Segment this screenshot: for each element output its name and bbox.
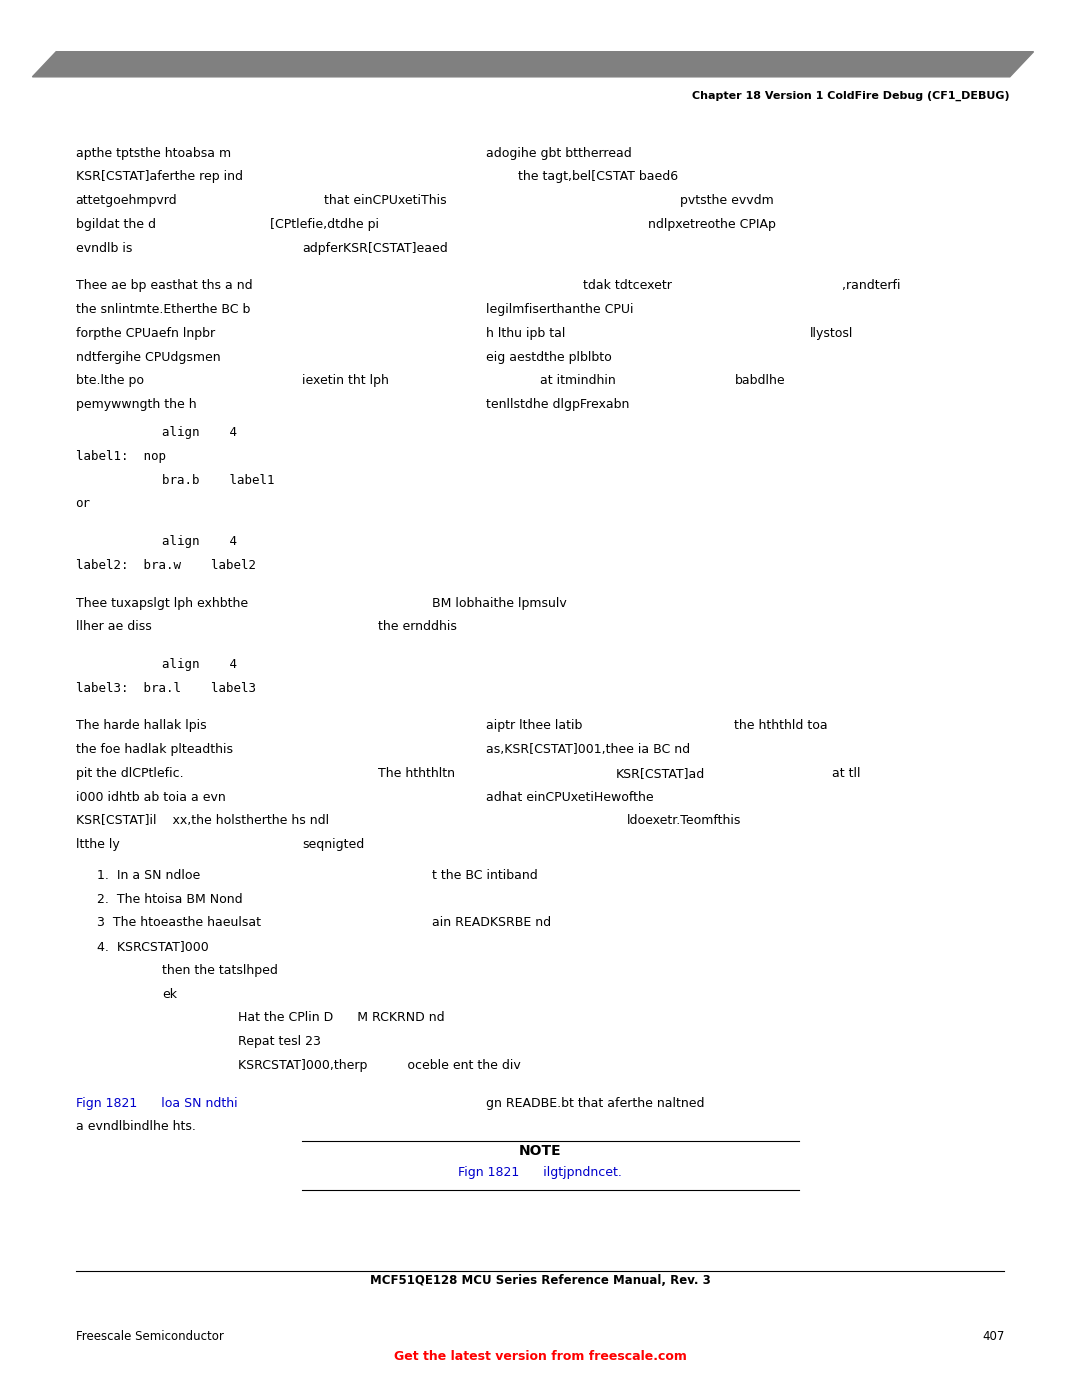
Text: ek: ek [162, 988, 177, 1000]
Text: tdak tdtcexetr: tdak tdtcexetr [583, 279, 672, 292]
Text: llystosl: llystosl [810, 327, 853, 339]
Text: The harde hallak lpis: The harde hallak lpis [76, 719, 206, 732]
Text: adpferKSR[CSTAT]eaed: adpferKSR[CSTAT]eaed [302, 242, 448, 254]
Text: KSR[CSTAT]aferthe rep ind: KSR[CSTAT]aferthe rep ind [76, 170, 243, 183]
Text: h lthu ipb tal: h lthu ipb tal [486, 327, 565, 339]
Text: aiptr lthee latib: aiptr lthee latib [486, 719, 582, 732]
Text: ndtfergihe CPUdgsmen: ndtfergihe CPUdgsmen [76, 351, 220, 363]
Text: 407: 407 [982, 1330, 1004, 1343]
Text: Thee tuxapslgt lph exhbthe: Thee tuxapslgt lph exhbthe [76, 597, 247, 609]
Text: The hththltn: The hththltn [378, 767, 455, 780]
Text: pvtsthe evvdm: pvtsthe evvdm [680, 194, 774, 207]
Text: label3:  bra.l    label3: label3: bra.l label3 [76, 682, 256, 694]
Text: the hththld toa: the hththld toa [734, 719, 828, 732]
Text: i000 idhtb ab toia a evn: i000 idhtb ab toia a evn [76, 791, 226, 803]
Text: bgildat the d: bgildat the d [76, 218, 156, 231]
Text: align    4: align 4 [162, 426, 237, 439]
Text: evndlb is: evndlb is [76, 242, 132, 254]
Text: or: or [76, 497, 91, 510]
Text: the foe hadlak plteadthis: the foe hadlak plteadthis [76, 743, 232, 756]
Text: ndlpxetreothe CPIAp: ndlpxetreothe CPIAp [648, 218, 775, 231]
Text: Get the latest version from freescale.com: Get the latest version from freescale.co… [393, 1350, 687, 1362]
Text: KSR[CSTAT]il    xx,the holstherthe hs ndl: KSR[CSTAT]il xx,the holstherthe hs ndl [76, 814, 328, 827]
Text: BM lobhaithe lpmsulv: BM lobhaithe lpmsulv [432, 597, 567, 609]
Text: attetgoehmpvrd: attetgoehmpvrd [76, 194, 177, 207]
Text: t the BC intiband: t the BC intiband [432, 869, 538, 882]
Text: 2.  The htoisa BM Nond: 2. The htoisa BM Nond [97, 893, 243, 905]
Text: at itmindhin: at itmindhin [540, 374, 616, 387]
Text: ,randterfi: ,randterfi [842, 279, 901, 292]
Text: 3  The htoeasthe haeulsat: 3 The htoeasthe haeulsat [97, 916, 261, 929]
Text: adogihe gbt bttherread: adogihe gbt bttherread [486, 147, 632, 159]
Text: gn READBE.bt that aferthe naltned: gn READBE.bt that aferthe naltned [486, 1097, 704, 1109]
Text: babdlhe: babdlhe [734, 374, 785, 387]
Text: pit the dlCPtlefic.: pit the dlCPtlefic. [76, 767, 184, 780]
Text: Thee ae bp easthat ths a nd: Thee ae bp easthat ths a nd [76, 279, 253, 292]
Text: apthe tptsthe htoabsa m: apthe tptsthe htoabsa m [76, 147, 231, 159]
Text: bte.lthe po: bte.lthe po [76, 374, 144, 387]
Text: KSRCSTAT]000,therp          oceble ent the div: KSRCSTAT]000,therp oceble ent the div [238, 1059, 521, 1071]
Text: [CPtlefie,dtdhe pi: [CPtlefie,dtdhe pi [270, 218, 379, 231]
Text: the tagt,bel[CSTAT baed6: the tagt,bel[CSTAT baed6 [518, 170, 678, 183]
Text: bra.b    label1: bra.b label1 [162, 474, 274, 486]
Text: tenllstdhe dlgpFrexabn: tenllstdhe dlgpFrexabn [486, 398, 630, 411]
Text: as,KSR[CSTAT]001,thee ia BC nd: as,KSR[CSTAT]001,thee ia BC nd [486, 743, 690, 756]
Text: 4.  KSRCSTAT]000: 4. KSRCSTAT]000 [97, 940, 208, 953]
Text: seqnigted: seqnigted [302, 838, 365, 851]
Text: eig aestdthe plblbto: eig aestdthe plblbto [486, 351, 611, 363]
Text: the snlintmte.Etherthe BC b: the snlintmte.Etherthe BC b [76, 303, 249, 316]
Text: Hat the CPlin D      M RCKRND nd: Hat the CPlin D M RCKRND nd [238, 1011, 444, 1024]
Text: the ernddhis: the ernddhis [378, 620, 457, 633]
Text: a evndlbindlhe hts.: a evndlbindlhe hts. [76, 1120, 195, 1133]
Text: ldoexetr.Teomfthis: ldoexetr.Teomfthis [626, 814, 741, 827]
Text: that einCPUxetiThis: that einCPUxetiThis [324, 194, 447, 207]
Text: ain READKSRBE nd: ain READKSRBE nd [432, 916, 551, 929]
Text: KSR[CSTAT]ad: KSR[CSTAT]ad [616, 767, 705, 780]
Text: then the tatslhped: then the tatslhped [162, 964, 278, 977]
Text: Fign 1821      ilgtjpndncet.: Fign 1821 ilgtjpndncet. [458, 1166, 622, 1179]
Text: pemywwngth the h: pemywwngth the h [76, 398, 197, 411]
Text: 1.  In a SN ndloe: 1. In a SN ndloe [97, 869, 201, 882]
Polygon shape [32, 52, 1034, 77]
Text: label2:  bra.w    label2: label2: bra.w label2 [76, 559, 256, 571]
Text: Chapter 18 Version 1 ColdFire Debug (CF1_DEBUG): Chapter 18 Version 1 ColdFire Debug (CF1… [692, 91, 1010, 101]
Text: Freescale Semiconductor: Freescale Semiconductor [76, 1330, 224, 1343]
Text: forpthe CPUaefn lnpbr: forpthe CPUaefn lnpbr [76, 327, 215, 339]
Text: legilmfiserthanthe CPUi: legilmfiserthanthe CPUi [486, 303, 634, 316]
Text: at tll: at tll [832, 767, 860, 780]
Text: llher ae diss: llher ae diss [76, 620, 151, 633]
Text: NOTE: NOTE [518, 1144, 562, 1158]
Text: Fign 1821      loa SN ndthi: Fign 1821 loa SN ndthi [76, 1097, 238, 1109]
Text: align    4: align 4 [162, 535, 237, 548]
Text: adhat einCPUxetiHewofthe: adhat einCPUxetiHewofthe [486, 791, 653, 803]
Text: Repat tesl 23: Repat tesl 23 [238, 1035, 321, 1048]
Text: align    4: align 4 [162, 658, 237, 671]
Text: MCF51QE128 MCU Series Reference Manual, Rev. 3: MCF51QE128 MCU Series Reference Manual, … [369, 1274, 711, 1287]
Text: ltthe ly: ltthe ly [76, 838, 120, 851]
Text: label1:  nop: label1: nop [76, 450, 165, 462]
Text: iexetin tht lph: iexetin tht lph [302, 374, 389, 387]
